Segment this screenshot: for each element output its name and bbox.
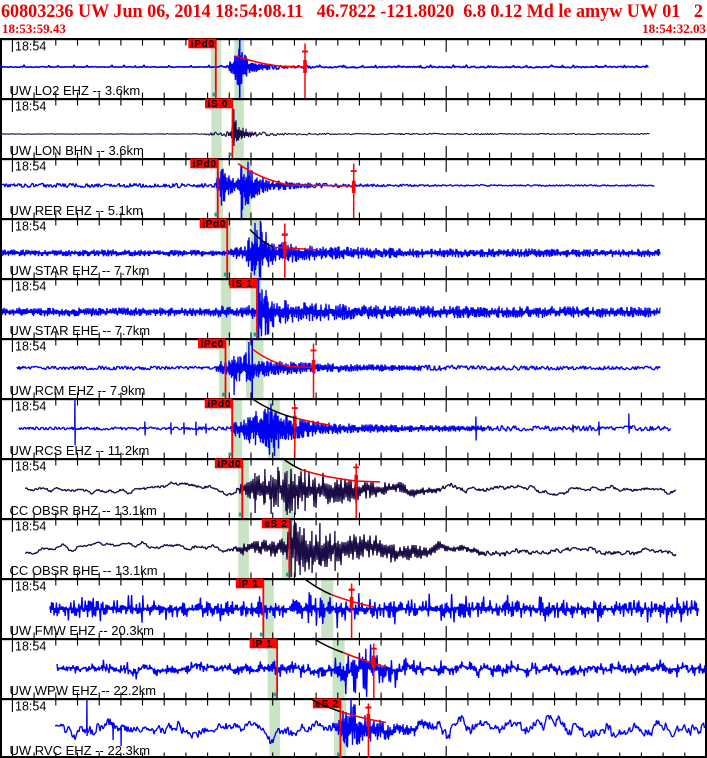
svg-text:18:54: 18:54 [15, 640, 46, 654]
svg-text:UW RCM EHZ -- 7.9km: UW RCM EHZ -- 7.9km [10, 383, 146, 398]
svg-text:iPd0: iPd0 [202, 219, 226, 230]
svg-text:CC OBSR BHZ -- 13.1km: CC OBSR BHZ -- 13.1km [10, 503, 157, 518]
svg-text:CC OBSR BHE -- 13.1km: CC OBSR BHE -- 13.1km [10, 563, 158, 578]
svg-text:18:54: 18:54 [15, 340, 46, 354]
svg-text:iPd0: iPd0 [207, 399, 231, 410]
svg-text:18:54: 18:54 [15, 520, 46, 534]
svg-text:iS 1: iS 1 [232, 279, 253, 290]
svg-text:eS 2: eS 2 [315, 699, 338, 710]
svg-text:18:54: 18:54 [15, 700, 46, 714]
svg-text:18:54: 18:54 [15, 100, 46, 114]
svg-text:iP 1: iP 1 [238, 579, 258, 590]
svg-text:UW WPW EHZ -- 22.2km: UW WPW EHZ -- 22.2km [10, 683, 157, 698]
svg-text:18:54: 18:54 [15, 280, 46, 294]
svg-text:UW LO2 EHZ -- 3.6km: UW LO2 EHZ -- 3.6km [10, 83, 141, 98]
svg-text:iPc0: iPc0 [201, 339, 224, 350]
svg-text:18:53:59.43: 18:53:59.43 [2, 21, 66, 36]
svg-text:iPd0: iPd0 [217, 459, 241, 470]
svg-text:UW STAR EHZ -- 7.7km: UW STAR EHZ -- 7.7km [10, 263, 150, 278]
svg-text:UW RER EHZ -- 5.1km: UW RER EHZ -- 5.1km [10, 203, 144, 218]
svg-text:18:54: 18:54 [15, 220, 46, 234]
svg-text:eS 2: eS 2 [264, 519, 287, 530]
svg-text:UW RCS EHZ -- 11.2km: UW RCS EHZ -- 11.2km [10, 443, 150, 458]
svg-text:18:54: 18:54 [15, 400, 46, 414]
svg-text:18:54: 18:54 [15, 160, 46, 174]
svg-text:iPd0: iPd0 [193, 159, 217, 170]
svg-text:18:54: 18:54 [15, 580, 46, 594]
svg-text:UW LON BHN -- 3.6km: UW LON BHN -- 3.6km [10, 143, 144, 158]
svg-text:UW RVC EHZ -- 22.3km: UW RVC EHZ -- 22.3km [10, 743, 151, 758]
svg-text:18:54: 18:54 [15, 40, 46, 54]
svg-text:iS 0: iS 0 [208, 99, 229, 110]
svg-text:UW FMW EHZ -- 20.3km: UW FMW EHZ -- 20.3km [10, 623, 154, 638]
svg-text:18:54:32.03: 18:54:32.03 [642, 21, 706, 36]
svg-text:60803236 UW Jun 06, 2014 18:54: 60803236 UW Jun 06, 2014 18:54:08.11 46.… [1, 1, 703, 22]
svg-text:UW STAR EHE -- 7.7km: UW STAR EHE -- 7.7km [10, 323, 151, 338]
svg-text:iP 1: iP 1 [252, 639, 272, 650]
svg-text:iPd0: iPd0 [191, 39, 215, 50]
svg-text:18:54: 18:54 [15, 460, 46, 474]
